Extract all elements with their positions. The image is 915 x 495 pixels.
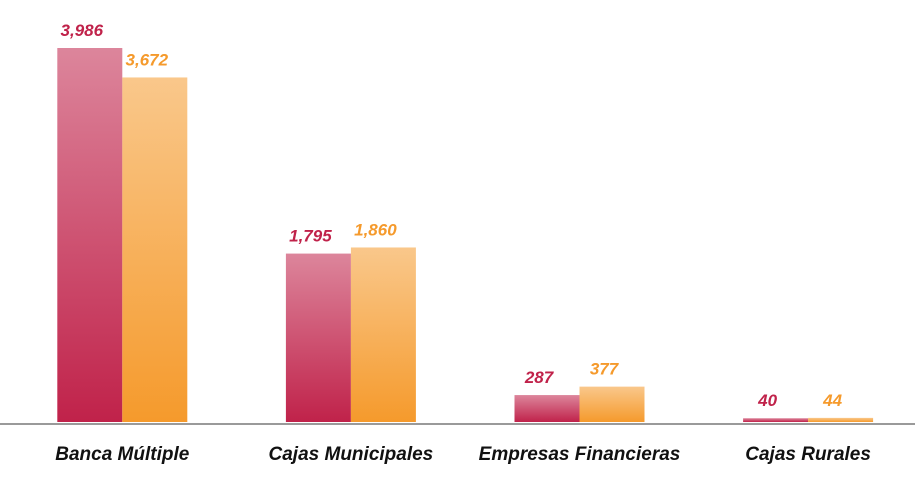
value-label: 40 xyxy=(757,391,777,410)
value-label: 377 xyxy=(590,360,620,379)
bar xyxy=(350,247,416,422)
x-tick-label: Cajas Municipales xyxy=(268,444,434,465)
value-label: 1,795 xyxy=(289,227,332,246)
bar xyxy=(808,417,874,422)
x-tick-label: Banca Múltiple xyxy=(55,444,190,465)
x-tick-label: Cajas Rurales xyxy=(745,444,871,465)
bar xyxy=(743,418,809,422)
value-label: 44 xyxy=(822,391,842,410)
value-label: 3,672 xyxy=(126,50,169,69)
bar xyxy=(122,77,188,422)
value-label: 287 xyxy=(524,368,555,387)
bar xyxy=(57,48,123,422)
x-tick-label: Empresas Financieras xyxy=(478,444,681,465)
value-label: 3,986 xyxy=(61,21,104,40)
bar xyxy=(514,395,580,422)
value-label: 1,860 xyxy=(354,220,397,239)
bar xyxy=(579,386,645,422)
bar xyxy=(285,253,351,422)
